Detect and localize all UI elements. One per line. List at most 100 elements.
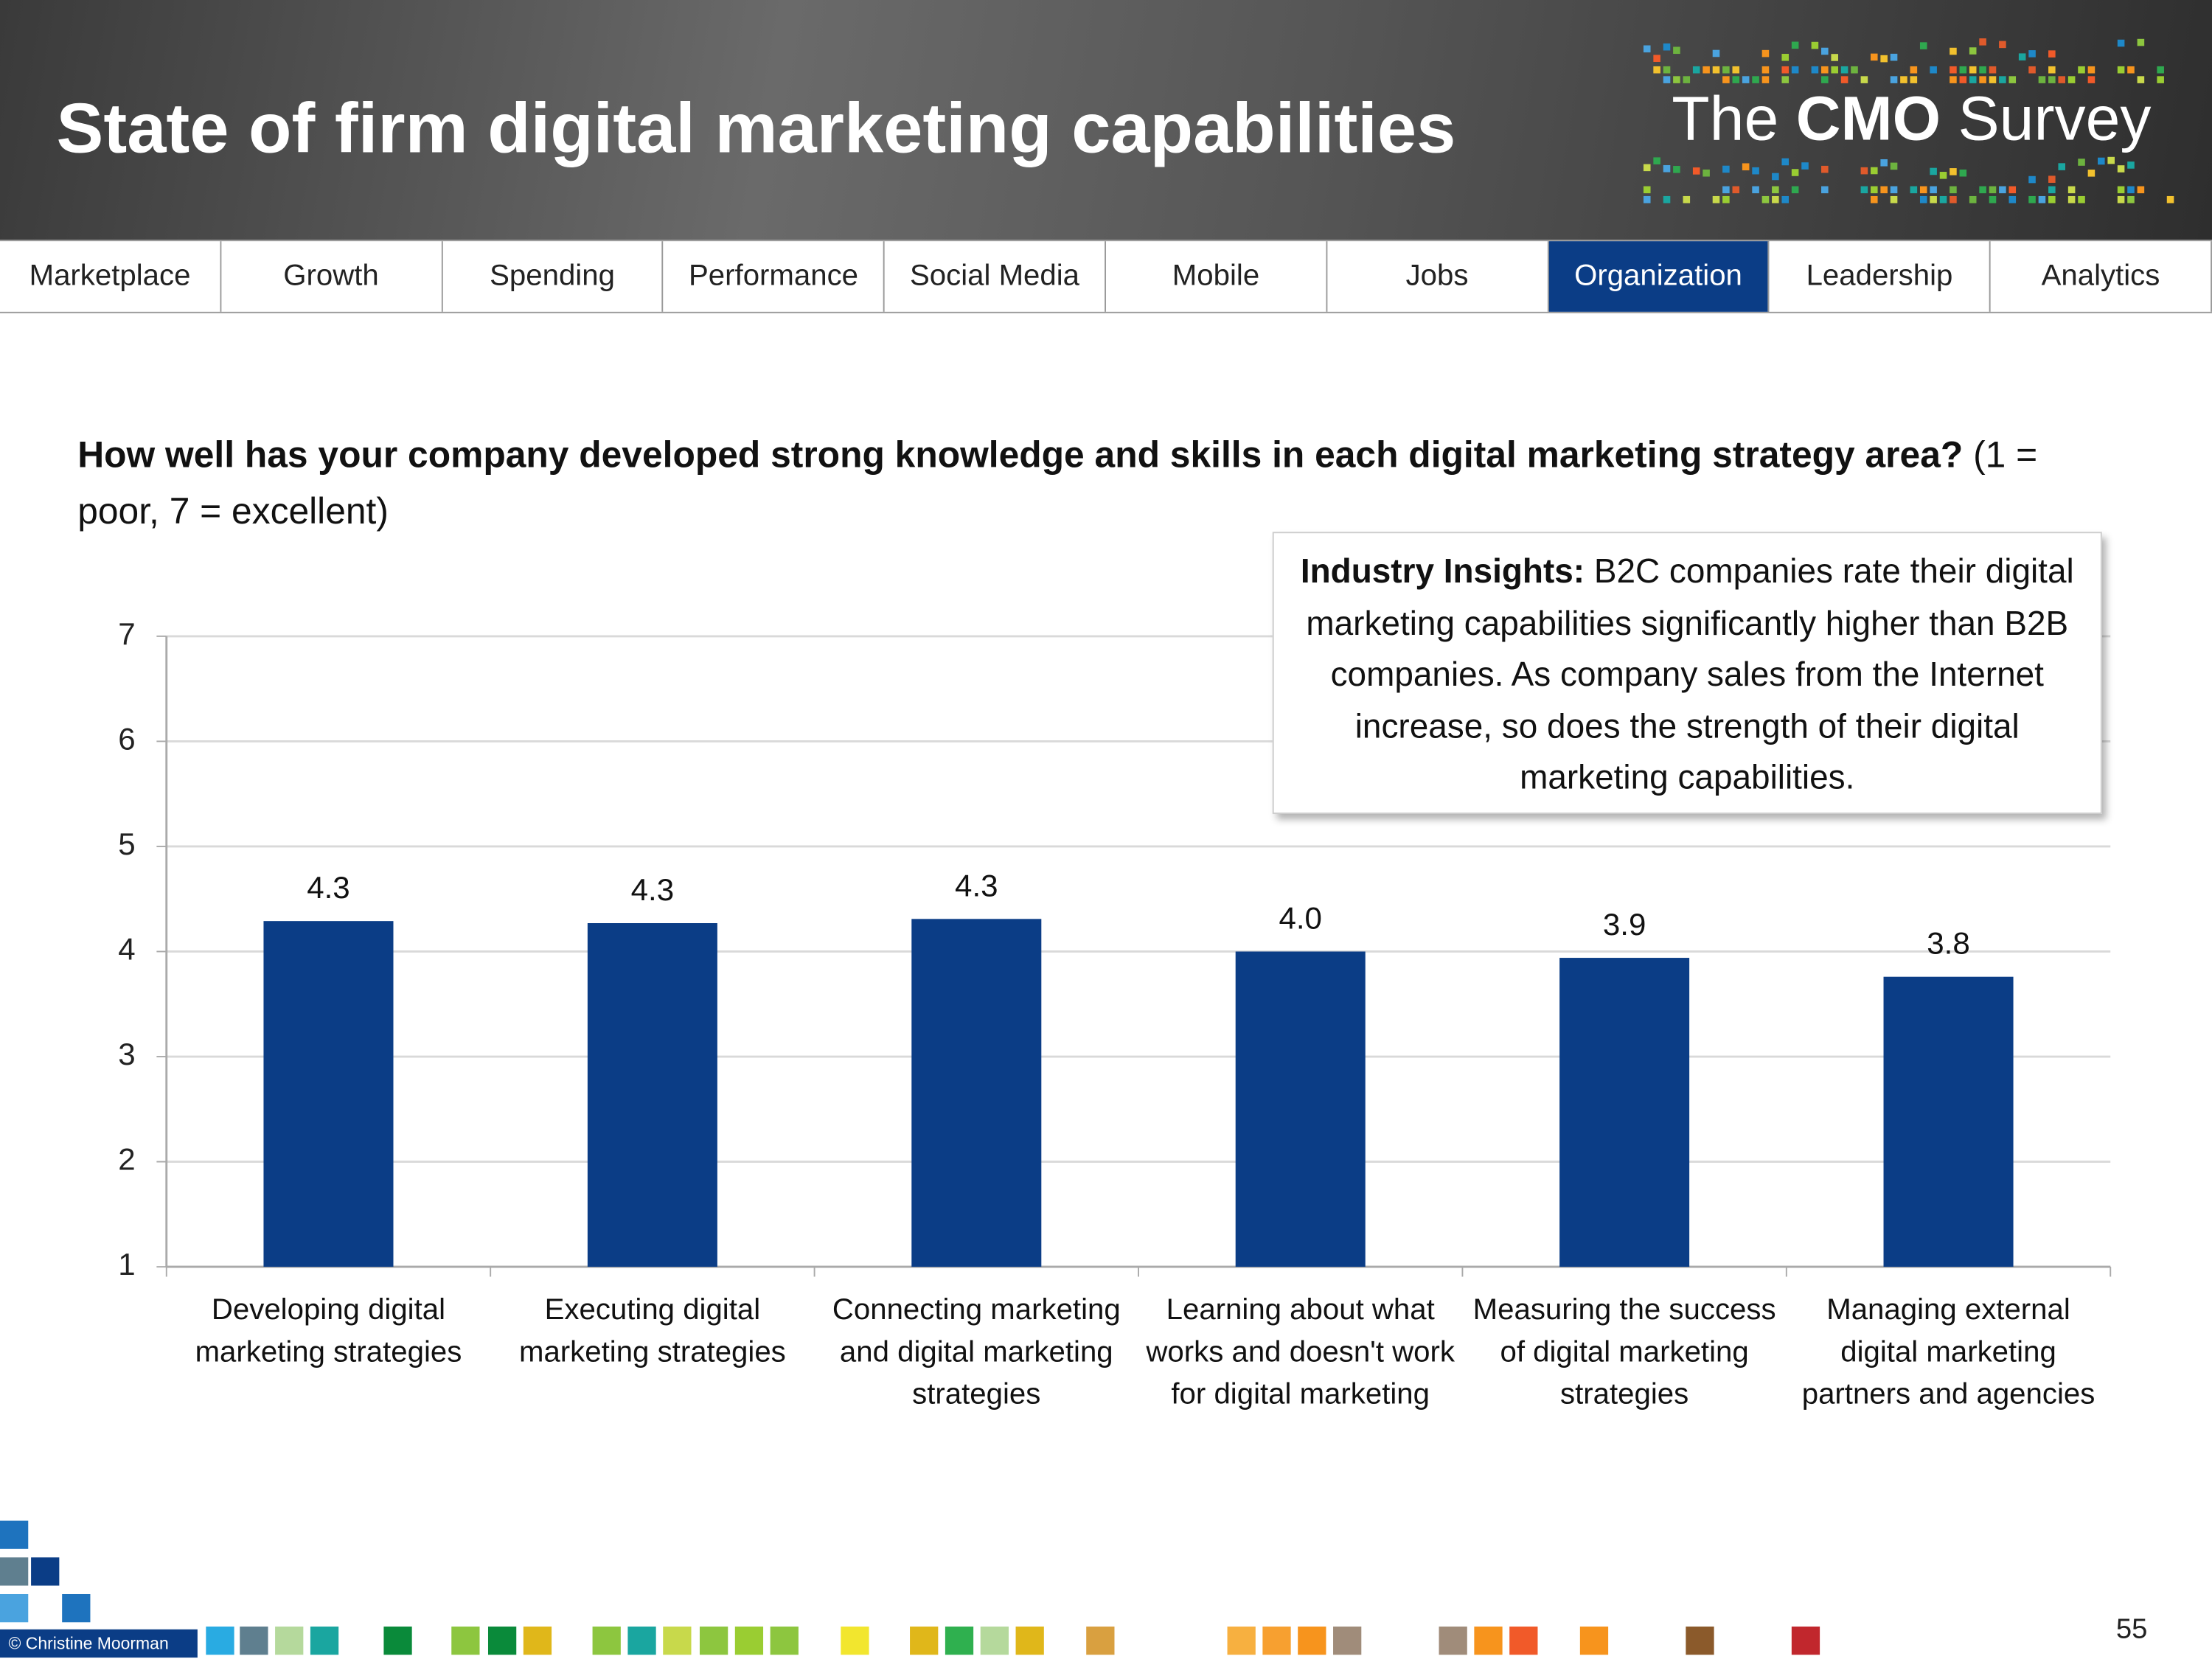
pixel	[1870, 167, 1878, 175]
pixel	[1703, 66, 1710, 74]
pixel	[1831, 66, 1838, 74]
pixel	[2018, 53, 2026, 60]
pixel	[2127, 186, 2135, 194]
footer-square	[663, 1626, 692, 1655]
nav-tab[interactable]: Spending	[442, 241, 664, 312]
footer-square	[1791, 1626, 1820, 1655]
footer-square	[240, 1626, 268, 1655]
pixel	[1811, 66, 1819, 74]
pixel	[1643, 45, 1651, 53]
pixel	[1683, 76, 1691, 83]
logo-word: CMO	[1795, 84, 1941, 154]
pixel	[1722, 186, 1730, 194]
pixel	[1821, 186, 1829, 194]
pixel	[1919, 42, 1927, 49]
pixel	[2008, 195, 2017, 204]
y-tick-label: 2	[118, 1142, 135, 1177]
nav-tab[interactable]: Analytics	[1991, 241, 2212, 312]
pixel	[1870, 195, 1878, 204]
header-banner	[0, 0, 2212, 240]
pixel	[1880, 186, 1888, 194]
pixel	[2157, 76, 2164, 83]
pixel	[2067, 76, 2076, 83]
pixel	[1860, 76, 1868, 83]
pixel	[1831, 54, 1838, 61]
pixel	[1683, 195, 1691, 204]
nav-tab[interactable]: Organization	[1548, 241, 1770, 312]
nav-bar: Marketplace Growth Spending Performance Soci…	[0, 240, 2212, 313]
nav-tab[interactable]: Social Media	[885, 241, 1106, 312]
x-tick-label: Developing digital marketing strategies	[195, 1293, 462, 1368]
pixel	[1663, 195, 1671, 204]
footer-square	[383, 1626, 412, 1655]
footer-square	[1474, 1626, 1503, 1655]
nav-tab[interactable]: Marketplace	[0, 241, 221, 312]
pixel	[1840, 66, 1848, 74]
pixel	[1722, 76, 1730, 83]
y-tick-label: 4	[118, 932, 135, 967]
footer-square	[275, 1626, 304, 1655]
pixel	[2008, 186, 2017, 194]
pixel	[1801, 162, 1809, 170]
pixel	[1999, 41, 2006, 49]
pixel	[1712, 66, 1720, 74]
pixel	[1742, 163, 1750, 171]
insight-bold: Industry Insights:	[1300, 552, 1585, 591]
bar	[263, 921, 394, 1267]
pixel	[1722, 165, 1730, 173]
x-tick-label: Managing external digital marketing part…	[1801, 1293, 2096, 1411]
pixel	[2127, 66, 2135, 74]
footer-square	[1686, 1626, 1714, 1655]
bar	[587, 923, 717, 1267]
pixel	[1663, 43, 1671, 51]
footer-square	[841, 1626, 869, 1655]
pixel	[2117, 186, 2125, 194]
question: How well has your company developed stro…	[77, 426, 2095, 539]
pixel	[1791, 66, 1799, 74]
pixel	[1772, 173, 1779, 181]
y-tick-label: 6	[118, 722, 135, 757]
footer-square	[1333, 1626, 1362, 1655]
nav-tab[interactable]: Leadership	[1770, 241, 1991, 312]
x-tick-label: Connecting marketing and digital marketi…	[832, 1293, 1121, 1411]
pixel	[1712, 49, 1720, 58]
pixel	[2137, 38, 2145, 46]
pixel	[1752, 186, 1759, 194]
pixel	[1950, 186, 1957, 194]
pixel	[1673, 46, 1680, 55]
x-tick-label: Measuring the success of digital marketi…	[1472, 1293, 1776, 1411]
pixel	[1781, 66, 1790, 74]
pixel	[1930, 195, 1937, 204]
pixel	[1910, 186, 1918, 194]
pixel	[1989, 195, 1997, 204]
footer-square	[1579, 1626, 1609, 1655]
pixel	[1950, 195, 1957, 204]
page-number: 55	[2115, 1613, 2148, 1645]
bar	[1235, 951, 1366, 1267]
pixel	[1860, 167, 1868, 175]
pixel	[2166, 195, 2174, 204]
nav-tab[interactable]: Mobile	[1106, 241, 1327, 312]
footer-square	[0, 1593, 29, 1623]
nav-tab[interactable]: Jobs	[1327, 241, 1548, 312]
pixel	[2127, 195, 2135, 204]
pixel	[2067, 195, 2076, 204]
pixel	[1890, 162, 1898, 170]
pixel	[1999, 76, 2006, 83]
nav-tab[interactable]: Growth	[221, 241, 442, 312]
footer-square	[734, 1626, 764, 1655]
pixel	[1959, 66, 1967, 74]
insight-box: Industry Insights: B2C companies rate th…	[1272, 532, 2102, 814]
pixel	[1950, 47, 1957, 55]
footer-square	[1509, 1626, 1538, 1655]
pixel	[2107, 156, 2115, 164]
pixel	[2048, 76, 2056, 83]
pixel	[1890, 186, 1898, 194]
y-tick-label: 7	[118, 616, 135, 651]
pixel	[1959, 169, 1967, 177]
pixel	[1781, 158, 1790, 166]
pixel	[1880, 159, 1888, 167]
nav-tab[interactable]: Performance	[664, 241, 885, 312]
